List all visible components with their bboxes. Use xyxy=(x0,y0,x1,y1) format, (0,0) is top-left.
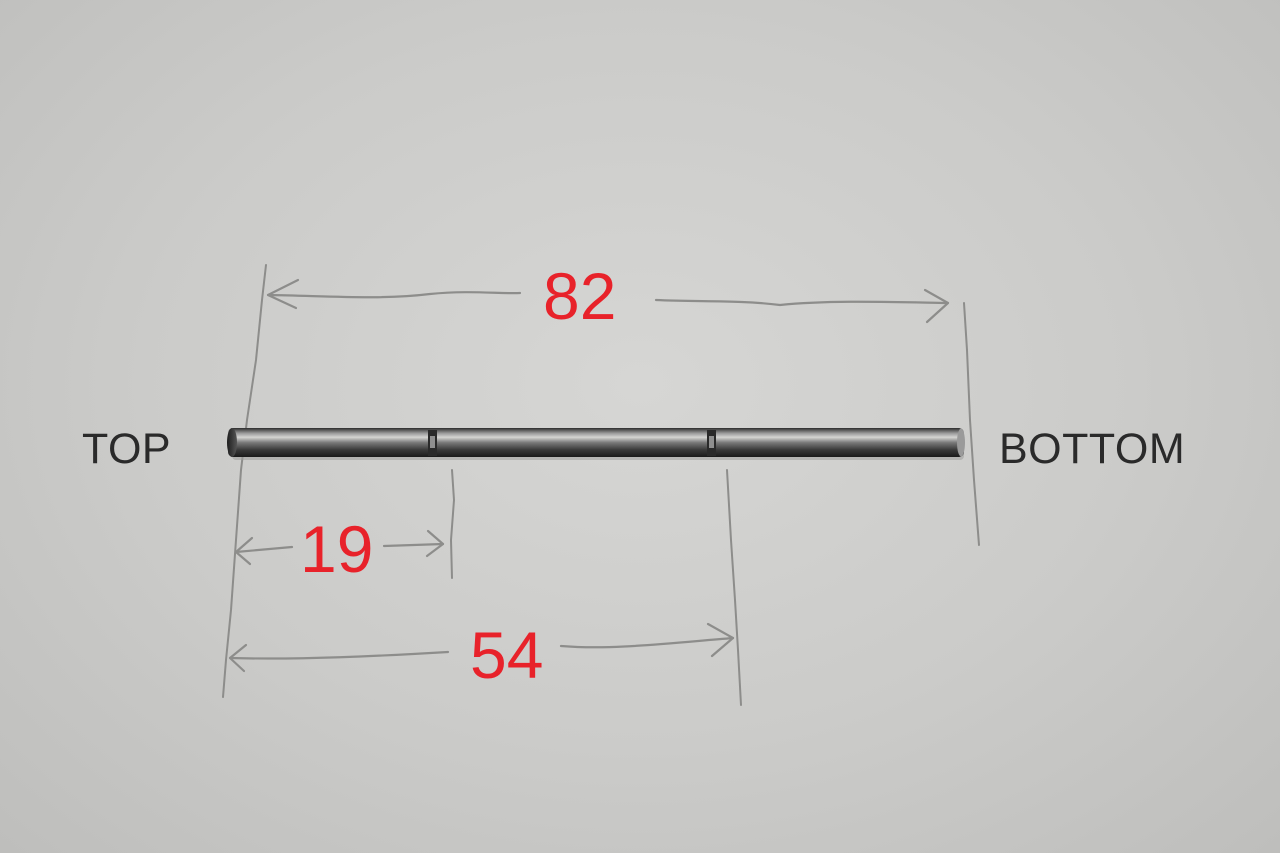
dimension-first-groove: 19 xyxy=(300,512,374,586)
rod-groove-first xyxy=(428,430,437,456)
extension-line-bottom-end xyxy=(963,302,980,546)
arrowhead-54-left xyxy=(228,643,248,673)
dimension-line-54-left xyxy=(228,650,450,660)
arrowhead-54-right xyxy=(706,622,735,658)
dimension-line-82-left xyxy=(266,291,522,299)
rod-end-top xyxy=(227,428,237,457)
extension-line-first-groove xyxy=(449,469,456,579)
rod-end-bottom xyxy=(957,428,965,457)
dimension-line-54-right xyxy=(559,636,735,649)
rod-body xyxy=(228,428,964,457)
dimension-line-19-left xyxy=(234,545,294,554)
extension-line-second-groove xyxy=(726,469,742,706)
label-top: TOP xyxy=(82,425,172,473)
rod-groove-second xyxy=(707,430,716,456)
pencil-extension-lines xyxy=(222,264,980,706)
arrowhead-19-left xyxy=(234,536,254,566)
arrowhead-82-right xyxy=(923,288,950,324)
extension-line-top-end xyxy=(222,264,267,698)
dimension-total-length: 82 xyxy=(543,259,617,333)
arrowhead-82-left xyxy=(266,278,300,310)
dimension-second-groove: 54 xyxy=(470,618,544,692)
metal-rod xyxy=(227,428,965,457)
dimension-line-82-right xyxy=(654,298,950,307)
arrowhead-19-right xyxy=(425,529,445,558)
label-bottom: BOTTOM xyxy=(999,425,1186,473)
dimension-line-19-right xyxy=(382,542,445,548)
pencil-dimension-lines xyxy=(228,278,950,673)
